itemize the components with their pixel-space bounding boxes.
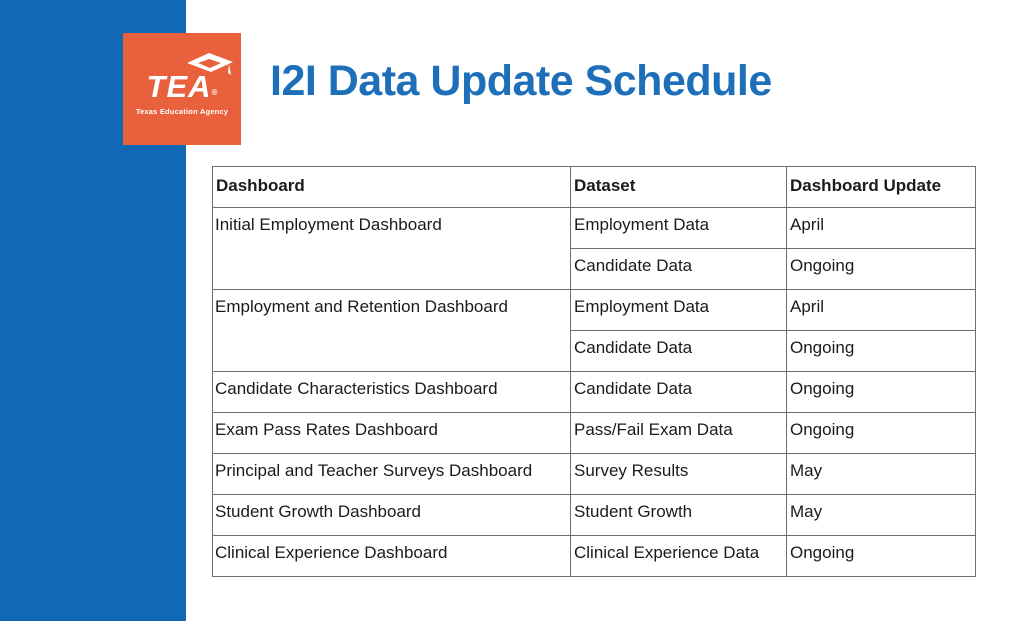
dataset-cell: Survey Results bbox=[570, 453, 787, 495]
dataset-cell: Candidate Data bbox=[570, 248, 787, 290]
update-cell: May bbox=[786, 453, 976, 495]
update-cell: April bbox=[786, 207, 976, 249]
table-row: Employment and Retention Dashboard Employ… bbox=[212, 289, 976, 372]
tea-logo-letters: TEA bbox=[146, 69, 212, 104]
dataset-cell: Clinical Experience Data bbox=[570, 535, 787, 577]
table-row: Student Growth Dashboard Student Growth Ma… bbox=[212, 494, 976, 536]
update-cell: Ongoing bbox=[786, 412, 976, 454]
dashboard-cell: Principal and Teacher Surveys Dashboard bbox=[212, 453, 571, 495]
table-row: Principal and Teacher Surveys Dashboard S… bbox=[212, 453, 976, 495]
table-row: Clinical Experience Dashboard Clinical Ex… bbox=[212, 535, 976, 577]
dataset-cell: Candidate Data bbox=[570, 371, 787, 413]
table-row: Candidate Data Ongoing bbox=[213, 330, 976, 372]
header-row: Dashboard Dataset Dashboard Update bbox=[212, 166, 976, 208]
tea-logo-subtext: Texas Education Agency bbox=[135, 107, 229, 116]
tea-logo-text: TEA® bbox=[123, 71, 241, 102]
registered-mark: ® bbox=[211, 88, 218, 97]
dashboard-cell: Candidate Characteristics Dashboard bbox=[212, 371, 571, 413]
schedule-table-body: Initial Employment Dashboard Employment D… bbox=[212, 207, 976, 577]
header-dashboard: Dashboard bbox=[212, 166, 571, 208]
graduation-cap-icon bbox=[187, 53, 233, 75]
dashboard-cell: Employment and Retention Dashboard bbox=[212, 289, 571, 372]
header-dashboard-update: Dashboard Update bbox=[786, 166, 976, 208]
dashboard-cell: Initial Employment Dashboard bbox=[212, 207, 571, 290]
dataset-cell: Student Growth bbox=[570, 494, 787, 536]
update-cell: Ongoing bbox=[786, 248, 976, 290]
tea-logo: TEA® Texas Education Agency bbox=[123, 33, 241, 145]
update-cell: Ongoing bbox=[786, 371, 976, 413]
dataset-cell: Employment Data bbox=[570, 289, 787, 331]
dashboard-cell: Student Growth Dashboard bbox=[212, 494, 571, 536]
update-cell: Ongoing bbox=[786, 535, 976, 577]
dashboard-cell: Exam Pass Rates Dashboard bbox=[212, 412, 571, 454]
header-dataset: Dataset bbox=[570, 166, 787, 208]
table-row: Candidate Characteristics Dashboard Candi… bbox=[212, 371, 976, 413]
dataset-cell: Pass/Fail Exam Data bbox=[570, 412, 787, 454]
table-row: Initial Employment Dashboard Employment D… bbox=[212, 207, 976, 290]
schedule-table-head: Dashboard Dataset Dashboard Update bbox=[212, 166, 976, 208]
update-cell: Ongoing bbox=[786, 330, 976, 372]
update-cell: May bbox=[786, 494, 976, 536]
table-row: Candidate Data Ongoing bbox=[213, 248, 976, 290]
dataset-cell: Candidate Data bbox=[570, 330, 787, 372]
update-cell: April bbox=[786, 289, 976, 331]
table-row: Exam Pass Rates Dashboard Pass/Fail Exam … bbox=[212, 412, 976, 454]
dataset-cell: Employment Data bbox=[570, 207, 787, 249]
page-title: I2I Data Update Schedule bbox=[270, 57, 772, 105]
dashboard-cell: Clinical Experience Dashboard bbox=[212, 535, 571, 577]
schedule-table: Dashboard Dataset Dashboard Update Initi… bbox=[212, 166, 976, 577]
